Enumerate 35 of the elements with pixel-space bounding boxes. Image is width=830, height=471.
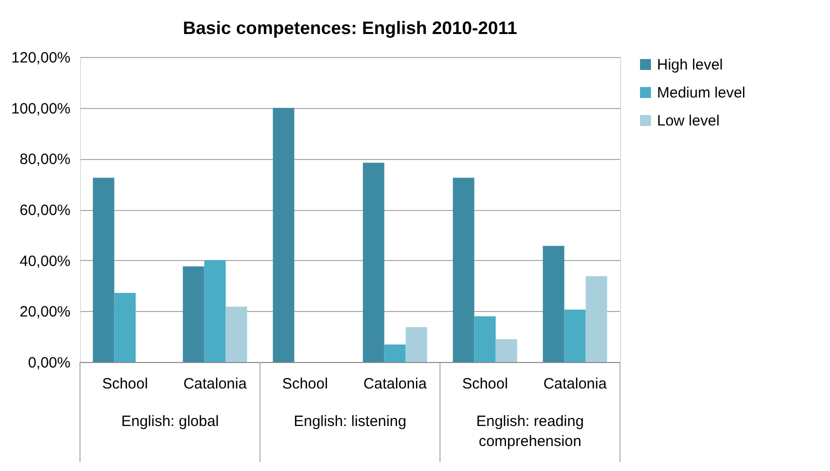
x-tick-label: School bbox=[462, 376, 508, 392]
bar bbox=[92, 178, 114, 362]
bar bbox=[474, 316, 496, 362]
bar bbox=[272, 108, 294, 362]
y-tick-label: 100,00% bbox=[11, 100, 70, 118]
bar bbox=[384, 344, 406, 362]
x-tick-label: Catalonia bbox=[543, 376, 608, 392]
bar bbox=[452, 178, 474, 362]
y-tick-label: 120,00% bbox=[11, 50, 70, 66]
y-tick-label: 0,00% bbox=[28, 354, 70, 372]
legend-label: Medium level bbox=[657, 84, 746, 102]
bar bbox=[406, 327, 428, 362]
bar bbox=[204, 260, 226, 362]
x-tick-label: School bbox=[102, 376, 148, 392]
legend-label: High level bbox=[657, 56, 723, 74]
chart-title: Basic competences: English 2010-2011 bbox=[182, 18, 518, 38]
bar bbox=[586, 276, 608, 362]
y-tick-label: 20,00% bbox=[20, 304, 70, 321]
y-tick-label: 40,00% bbox=[20, 252, 70, 270]
x-tick-label: School bbox=[282, 376, 328, 392]
legend-label: Low level bbox=[657, 112, 720, 130]
bar bbox=[362, 162, 384, 362]
bar bbox=[114, 292, 136, 362]
bar bbox=[496, 339, 518, 362]
bar bbox=[542, 246, 564, 362]
text: English: reading comprehension bbox=[476, 413, 584, 450]
bar bbox=[182, 266, 204, 362]
x-tick-label: Catalonia bbox=[183, 376, 248, 392]
y-tick-label: 80,00% bbox=[20, 151, 70, 168]
y-tick-label: 60,00% bbox=[20, 202, 70, 219]
text: English: listening bbox=[294, 413, 406, 430]
text: English: global bbox=[121, 413, 219, 430]
bar bbox=[564, 310, 586, 362]
bar bbox=[226, 306, 248, 362]
x-tick-label: Catalonia bbox=[363, 376, 428, 392]
